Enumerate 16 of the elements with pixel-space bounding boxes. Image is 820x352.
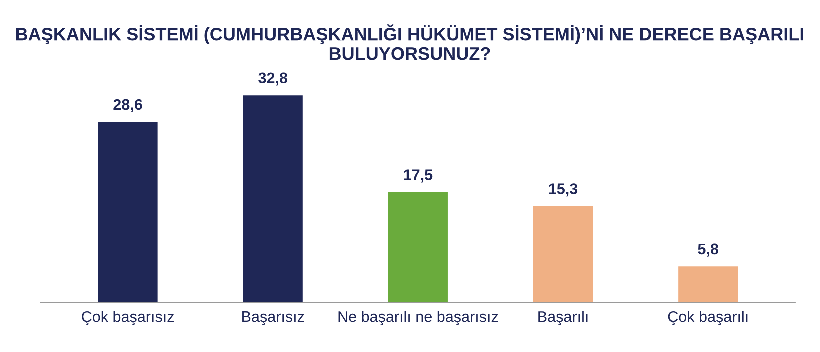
- bar: [387, 191, 450, 303]
- x-tick-label: Ne başarılı ne başarısız: [338, 311, 498, 326]
- chart-title: BAŞKANLIK SİSTEMİ (CUMHURBAŞKANLIĞI HÜKÜMET SİSTEMİ)’Nİ NE DERECE BAŞARILI BULUYORSUNUZ?: [16, 24, 804, 60]
- x-tick-label: Başarısız: [242, 312, 304, 326]
- x-tick-label: Çok başarısız: [82, 311, 174, 326]
- bar: [96, 120, 160, 303]
- data-label: 28,6: [114, 99, 142, 112]
- data-label: 17,5: [404, 170, 433, 183]
- bar: [242, 94, 304, 303]
- bar: [677, 265, 740, 303]
- x-tick-label: Başarılı: [538, 311, 588, 326]
- data-label: 5,8: [698, 244, 719, 257]
- bar: [532, 205, 594, 303]
- data-label: 15,3: [549, 184, 578, 197]
- x-tick-label: Çok başarılı: [668, 311, 748, 326]
- data-label: 32,8: [258, 72, 288, 86]
